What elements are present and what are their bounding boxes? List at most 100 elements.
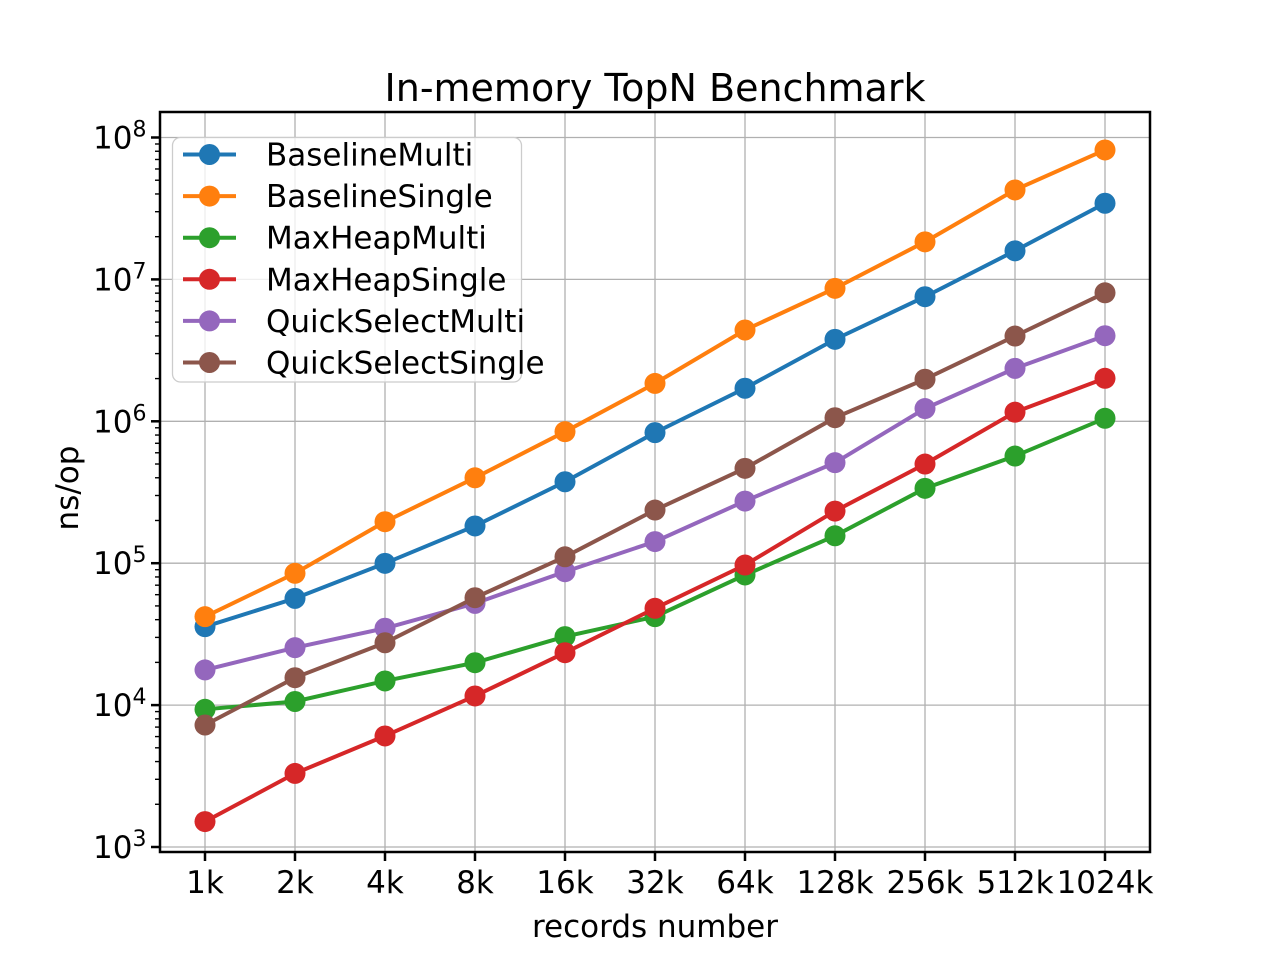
data-point-MaxHeapMulti [1094, 407, 1116, 429]
x-tick-label: 2k [276, 865, 314, 901]
chart-title: In-memory TopN Benchmark [385, 66, 926, 110]
legend-label: MaxHeapMulti [266, 221, 487, 257]
data-point-QuickSelectSingle [1094, 282, 1116, 304]
x-tick-label: 4k [366, 865, 404, 901]
legend-label: QuickSelectSingle [266, 346, 545, 382]
data-point-QuickSelectMulti [734, 490, 756, 512]
legend-sample-marker [199, 268, 220, 290]
data-point-QuickSelectMulti [554, 561, 576, 583]
x-tick-label: 256k [886, 865, 963, 901]
x-tick-label: 16k [536, 865, 593, 901]
legend-item: BaselineSingle [183, 179, 493, 215]
legend-box [171, 136, 523, 383]
data-point-MaxHeapMulti [194, 698, 216, 720]
legend-label: MaxHeapSingle [266, 262, 506, 298]
data-point-MaxHeapSingle [464, 685, 486, 707]
data-point-MaxHeapSingle [734, 554, 756, 576]
data-point-BaselineMulti [464, 515, 486, 537]
data-point-MaxHeapSingle [374, 725, 396, 747]
x-axis-label: records number [532, 909, 778, 945]
data-point-MaxHeapMulti [464, 652, 486, 674]
legend-sample-marker [199, 310, 220, 332]
data-point-QuickSelectSingle [734, 457, 756, 479]
data-point-MaxHeapSingle [914, 453, 936, 475]
data-point-BaselineMulti [374, 552, 396, 574]
data-point-BaselineSingle [1094, 139, 1116, 161]
data-point-MaxHeapSingle [824, 500, 846, 522]
data-point-MaxHeapMulti [824, 525, 846, 547]
data-point-QuickSelectSingle [914, 368, 936, 390]
data-point-BaselineSingle [824, 277, 846, 299]
data-point-QuickSelectSingle [644, 499, 666, 521]
data-point-MaxHeapMulti [374, 670, 396, 692]
data-point-BaselineSingle [374, 511, 396, 533]
data-point-QuickSelectMulti [374, 617, 396, 639]
tick-label-layer: 1k 2k 4k 8k 16k 32k 64k 128k 256k 512k 1024k 103 104… [93, 118, 1153, 902]
data-point-MaxHeapMulti [554, 626, 576, 648]
data-point-QuickSelectMulti [1094, 325, 1116, 347]
data-point-MaxHeapSingle [1094, 367, 1116, 389]
data-point-BaselineSingle [554, 421, 576, 443]
data-point-MaxHeapSingle [1004, 401, 1026, 423]
y-tick-label: 105 [93, 543, 146, 582]
grid-layer [160, 112, 1150, 852]
data-point-MaxHeapMulti [284, 691, 306, 713]
data-point-QuickSelectMulti [194, 659, 216, 681]
data-point-QuickSelectSingle [554, 546, 576, 568]
data-point-MaxHeapSingle [194, 811, 216, 833]
legend-item: MaxHeapSingle [183, 262, 506, 298]
y-tick-label: 103 [93, 827, 146, 866]
data-point-BaselineMulti [554, 471, 576, 493]
x-tick-label: 32k [626, 865, 683, 901]
y-axis-label: ns/op [50, 446, 86, 531]
legend-label: QuickSelectMulti [266, 304, 525, 340]
data-point-MaxHeapSingle [644, 597, 666, 619]
data-point-QuickSelectSingle [284, 667, 306, 689]
data-point-BaselineMulti [1004, 240, 1026, 262]
legend-sample-marker [199, 185, 220, 207]
data-point-BaselineSingle [914, 231, 936, 253]
y-tick-label: 108 [93, 118, 146, 157]
data-point-QuickSelectSingle [464, 587, 486, 609]
data-point-BaselineMulti [824, 328, 846, 350]
data-point-MaxHeapMulti [1004, 445, 1026, 467]
legend-label: BaselineSingle [266, 179, 493, 215]
data-point-BaselineSingle [284, 562, 306, 584]
data-point-QuickSelectSingle [1004, 325, 1026, 347]
y-tick-label: 106 [93, 401, 146, 440]
x-tick-label: 128k [796, 865, 873, 901]
legend-sample-marker [199, 144, 220, 165]
data-point-QuickSelectSingle [374, 632, 396, 654]
legend-item: BaselineMulti [183, 138, 473, 174]
data-point-BaselineSingle [194, 606, 216, 628]
data-point-BaselineSingle [1004, 179, 1026, 201]
data-point-QuickSelectMulti [284, 637, 306, 659]
data-point-BaselineMulti [734, 377, 756, 399]
legend-item: QuickSelectSingle [183, 346, 545, 382]
legend-sample-marker [199, 227, 220, 249]
legend-label: BaselineMulti [266, 138, 473, 174]
data-point-BaselineMulti [1094, 192, 1116, 214]
data-point-QuickSelectMulti [644, 531, 666, 553]
data-point-QuickSelectMulti [1004, 357, 1026, 379]
legend: BaselineMulti BaselineSingle MaxHeapMulti M… [171, 136, 545, 383]
data-point-BaselineSingle [464, 467, 486, 489]
x-tick-label: 512k [976, 865, 1053, 901]
x-tick-label: 64k [716, 865, 773, 901]
y-tick-label: 104 [93, 685, 146, 724]
legend-item: MaxHeapMulti [183, 221, 487, 257]
data-point-MaxHeapSingle [284, 762, 306, 784]
data-point-BaselineSingle [734, 319, 756, 341]
y-tick-label: 107 [93, 259, 146, 298]
data-point-MaxHeapMulti [914, 477, 936, 499]
data-point-BaselineSingle [644, 372, 666, 394]
x-tick-label: 1024k [1057, 865, 1154, 901]
legend-sample-marker [199, 352, 220, 373]
data-point-BaselineMulti [284, 587, 306, 609]
data-point-BaselineMulti [644, 422, 666, 444]
x-tick-label: 1k [186, 865, 224, 901]
data-point-BaselineMulti [914, 286, 936, 308]
data-point-MaxHeapSingle [554, 642, 576, 664]
